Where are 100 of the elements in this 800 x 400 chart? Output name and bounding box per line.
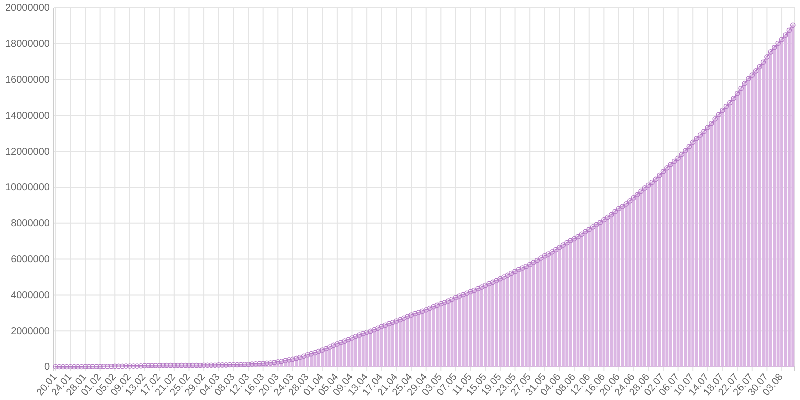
bar	[443, 302, 446, 367]
bar	[417, 312, 420, 367]
bar	[424, 310, 428, 367]
bar	[410, 315, 414, 367]
bar	[358, 335, 362, 367]
bar	[306, 355, 310, 367]
y-tick-label: 6000000	[11, 254, 50, 266]
bar	[773, 48, 776, 367]
bar	[599, 222, 602, 367]
bar	[440, 304, 443, 367]
bar	[395, 321, 398, 367]
bar	[421, 311, 424, 367]
bar	[454, 298, 458, 367]
bar	[314, 353, 317, 367]
bar	[347, 340, 350, 367]
y-tick-label: 14000000	[6, 110, 50, 122]
y-tick-label: 16000000	[6, 75, 50, 86]
bar	[602, 220, 606, 367]
bar	[476, 288, 480, 367]
bar	[473, 290, 476, 367]
bar	[654, 179, 658, 367]
bar	[376, 328, 380, 367]
y-tick-label: 0	[44, 362, 50, 374]
bar	[606, 217, 610, 367]
bar	[328, 347, 332, 367]
bar	[510, 273, 514, 367]
bar	[699, 135, 702, 367]
y-tick-label: 12000000	[6, 146, 50, 158]
bar	[524, 266, 528, 367]
bar	[618, 208, 620, 367]
bar	[498, 279, 502, 367]
bar	[384, 325, 388, 367]
bar	[466, 293, 469, 367]
y-tick-label: 18000000	[6, 39, 50, 50]
bar	[554, 250, 558, 367]
bar	[517, 270, 520, 367]
bar	[547, 254, 550, 367]
y-tick-label: 8000000	[11, 218, 50, 230]
bar	[324, 348, 328, 367]
bar	[776, 44, 780, 367]
bar	[398, 320, 402, 367]
bar	[632, 198, 636, 367]
bar	[543, 256, 546, 367]
bar	[373, 330, 376, 367]
bar	[692, 142, 695, 367]
bar	[662, 172, 665, 367]
bar	[484, 286, 488, 367]
bar	[462, 294, 465, 367]
bar	[580, 234, 584, 367]
bar	[343, 341, 346, 367]
bar	[628, 201, 632, 367]
bar	[780, 40, 784, 367]
bar	[680, 154, 684, 367]
bar	[298, 357, 302, 367]
bar	[450, 300, 454, 367]
bar	[610, 214, 614, 367]
bar	[310, 354, 313, 367]
bar	[647, 185, 650, 367]
bar	[362, 334, 365, 367]
bar	[336, 344, 339, 367]
bar	[514, 272, 517, 367]
bar	[684, 150, 688, 367]
bar	[562, 245, 565, 367]
bar	[369, 331, 372, 367]
bar	[402, 318, 406, 367]
bar	[706, 128, 710, 367]
bar	[584, 232, 588, 367]
bar	[502, 277, 506, 367]
bar	[406, 316, 410, 367]
bar	[650, 182, 654, 367]
bar	[366, 332, 369, 367]
bar	[754, 71, 758, 367]
bar	[332, 345, 336, 367]
bar	[447, 301, 450, 367]
bar	[428, 308, 432, 367]
bar	[436, 305, 439, 367]
bar	[592, 227, 595, 367]
bar	[718, 114, 721, 367]
bar	[469, 292, 472, 367]
bar	[702, 132, 706, 367]
bar	[492, 282, 495, 367]
bar	[536, 260, 539, 367]
bar	[666, 168, 669, 367]
bar	[488, 284, 491, 367]
bar	[728, 102, 732, 367]
bar	[714, 119, 717, 367]
y-tick-label: 4000000	[11, 290, 50, 302]
y-tick-label: 10000000	[6, 182, 50, 194]
bar	[614, 212, 617, 367]
bar	[317, 352, 320, 367]
bar	[528, 264, 532, 367]
bar	[550, 252, 554, 367]
bar	[724, 106, 728, 367]
bar	[636, 194, 640, 367]
y-tick-label: 2000000	[11, 326, 50, 338]
bar	[532, 262, 536, 367]
bar	[750, 75, 754, 367]
bar	[695, 138, 698, 367]
bar	[540, 258, 543, 367]
bar	[676, 158, 680, 367]
